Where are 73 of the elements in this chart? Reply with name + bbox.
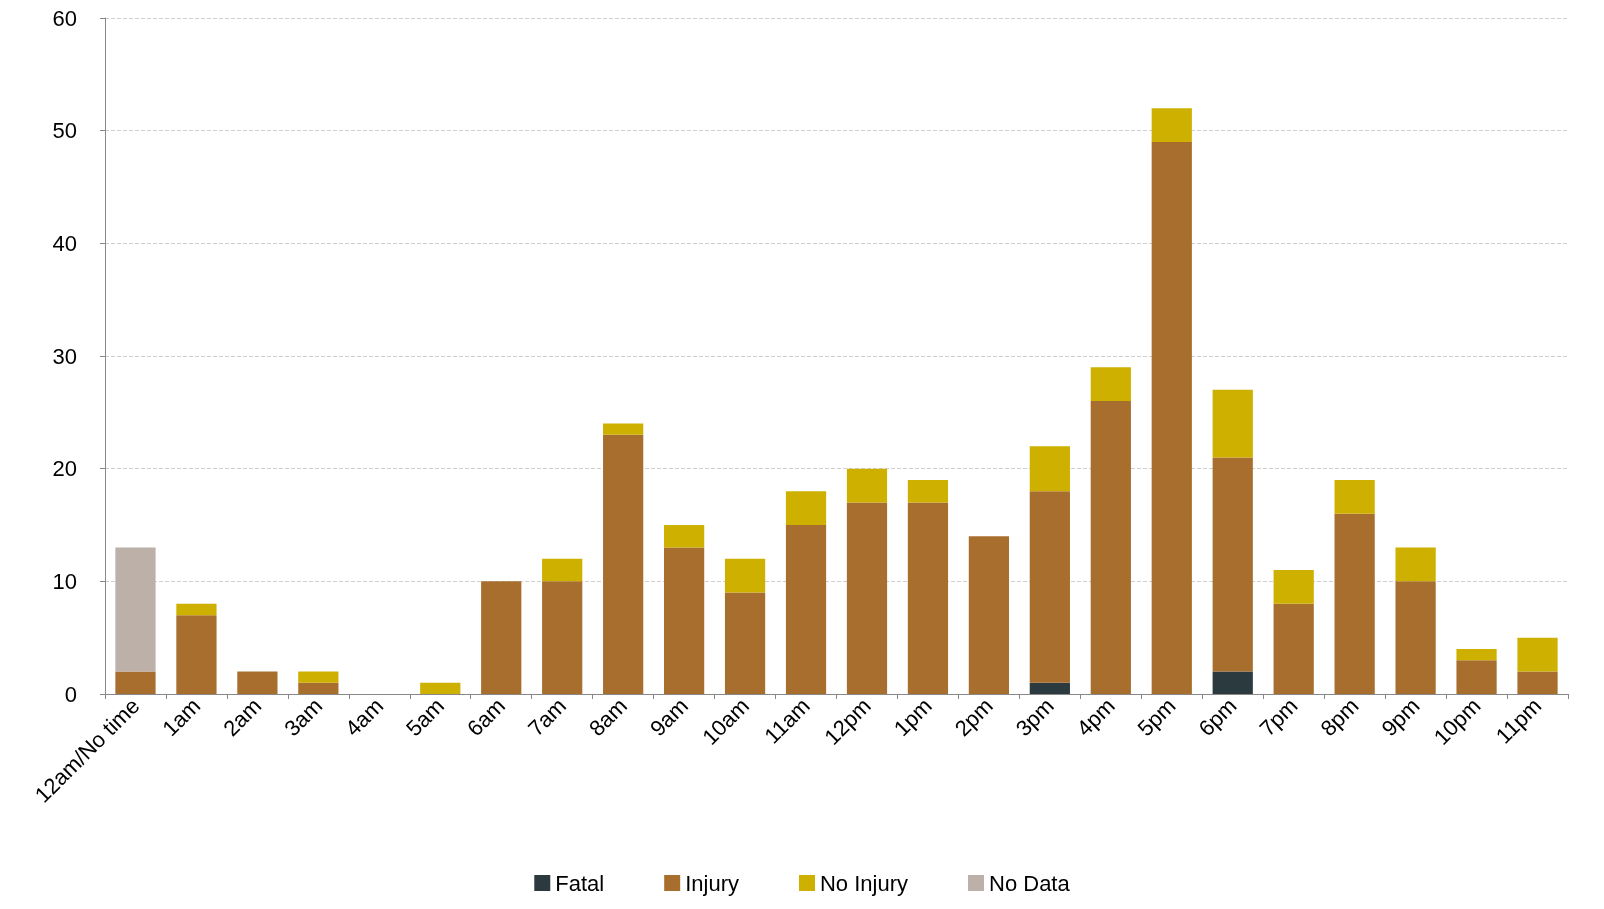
bar [1456,660,1497,694]
x-tick-label: 3pm [1010,693,1059,742]
x-tick-label: 9am [645,693,693,742]
bar [1212,389,1253,458]
bar [237,671,278,694]
y-tick-label: 0 [64,681,77,707]
bar [1456,648,1497,661]
x-tick-label: 2pm [949,693,998,742]
bar [1334,513,1375,694]
y-tick-label: 40 [52,230,77,256]
bar [663,547,705,694]
bar [846,502,888,694]
y-tick-label: 20 [52,456,77,482]
legend-label: No Data [989,870,1071,896]
x-tick-label: 7pm [1254,693,1303,742]
bar [1517,671,1558,694]
bar [968,536,1010,694]
legend-label: Injury [685,870,739,896]
bar [1273,570,1314,604]
bar [481,581,522,694]
x-tick-label: 6am [462,693,511,742]
y-tick-label: 30 [52,343,77,369]
bar [907,479,949,503]
bar [1029,446,1070,492]
x-tick-label: 4pm [1071,693,1120,742]
y-tick-label: 60 [52,5,77,31]
x-tick-label: 7am [523,693,572,742]
bar [1151,108,1192,142]
x-tick-label: 5am [401,693,450,742]
bar [1029,491,1070,683]
bar [1334,479,1375,514]
bar [785,525,827,694]
bar [1212,457,1253,672]
bar [1090,367,1131,402]
bar [663,525,705,548]
bar [1212,671,1253,694]
bar [1517,637,1558,672]
bar [724,592,766,694]
bar [176,603,217,616]
bar [603,423,644,435]
bar [298,682,339,694]
bar [603,434,644,694]
bar [846,468,888,503]
bar [115,547,156,672]
bar [1395,547,1436,582]
bar [1029,682,1070,694]
bar [176,615,217,694]
x-tick-label: 3am [279,693,328,742]
bar [298,671,339,683]
bar [1395,581,1436,694]
bar [1090,401,1131,694]
bar [542,558,583,582]
x-tick-label: 2am [218,693,267,742]
x-tick-label: 9pm [1376,693,1425,742]
y-tick-label: 10 [52,568,77,594]
bar [542,581,583,694]
x-tick-label: 6pm [1193,693,1242,742]
x-tick-label: 1pm [888,693,937,742]
bar [420,682,461,694]
bar [907,502,949,694]
bar [115,671,156,694]
legend-label: Fatal [555,870,605,896]
y-tick-label: 50 [52,118,77,144]
bar [785,491,827,525]
x-tick-label: 8am [584,693,632,742]
legend-label: No Injury [819,870,909,896]
bar [724,558,766,593]
bar [1273,603,1314,694]
bar [1151,141,1192,694]
x-tick-label: 4am [340,693,389,742]
x-tick-label: 8pm [1315,693,1364,742]
x-tick-label: 5pm [1132,693,1181,742]
x-tick-label: 1am [157,693,206,742]
